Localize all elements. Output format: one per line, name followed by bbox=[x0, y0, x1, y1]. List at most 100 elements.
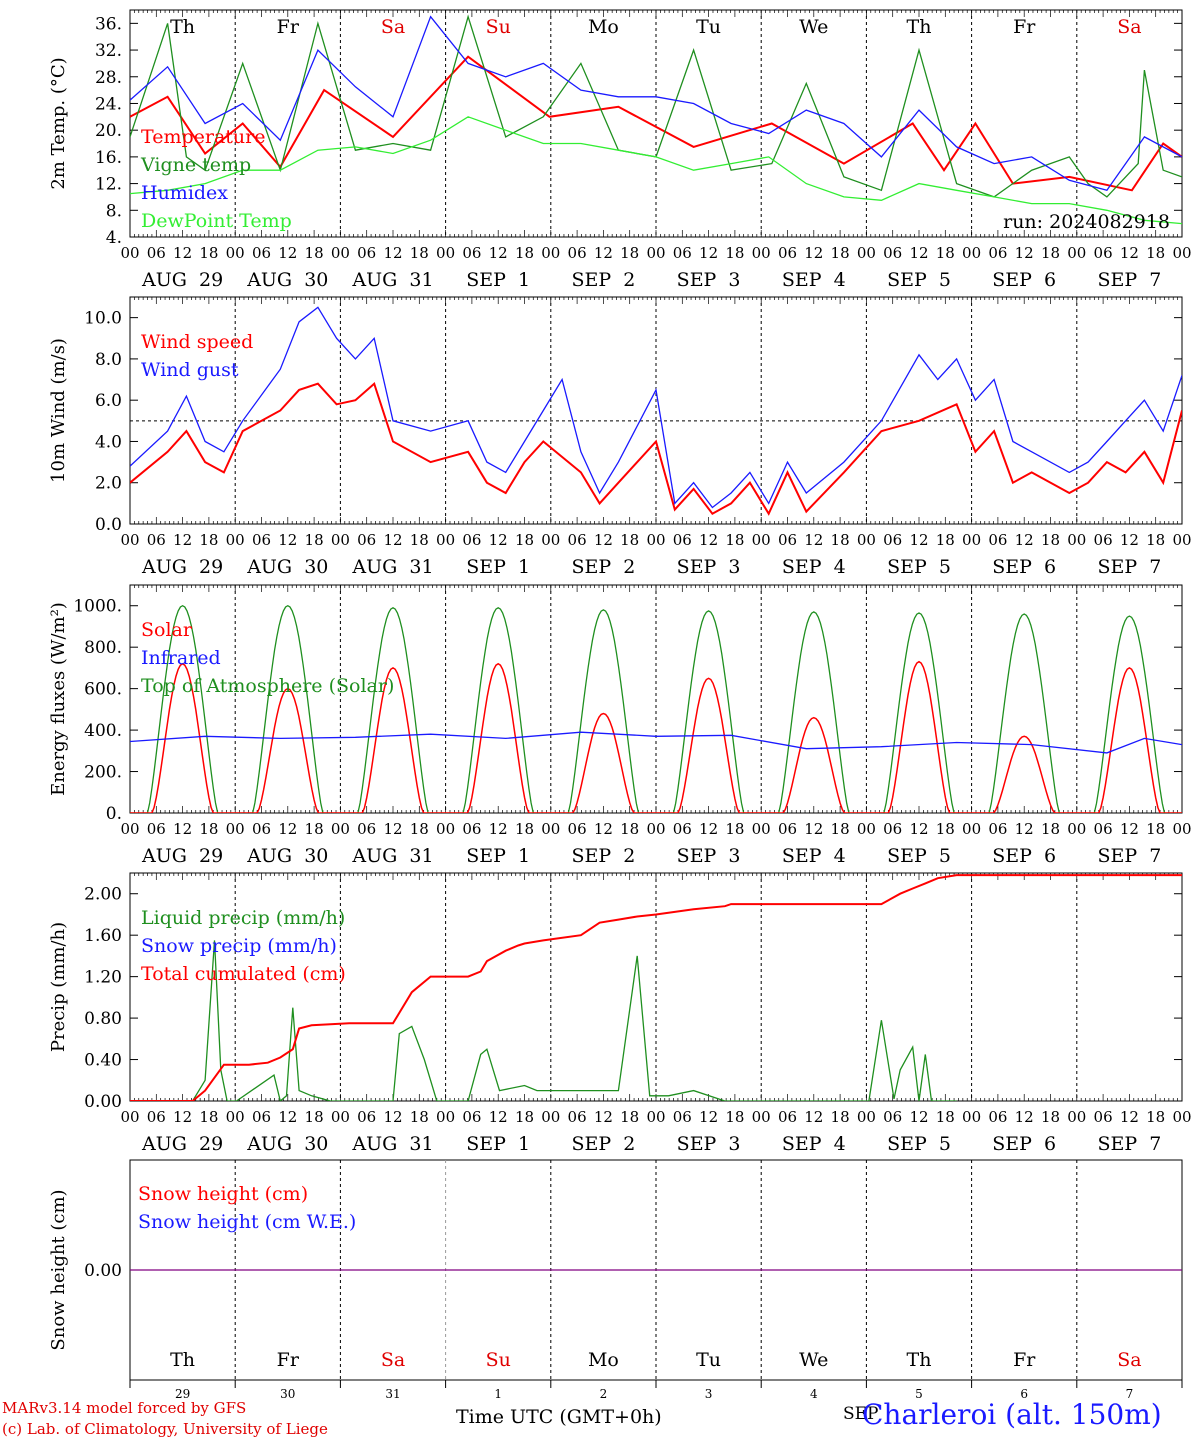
hour-tick-label: 00 bbox=[226, 820, 245, 838]
hour-tick-label: 18 bbox=[725, 1108, 744, 1126]
hour-tick-label: 00 bbox=[226, 244, 245, 262]
y-tick-label: 6.0 bbox=[95, 391, 122, 411]
hour-tick-label: 06 bbox=[462, 244, 481, 262]
y-tick-label: 600. bbox=[84, 680, 122, 700]
day-of-week-label: Fr bbox=[277, 1349, 300, 1371]
legend-entry: Top of Atmosphere (Solar) bbox=[141, 675, 394, 697]
hour-tick-label: 06 bbox=[357, 531, 376, 549]
hour-tick-label: 06 bbox=[568, 1108, 587, 1126]
hour-tick-label: 06 bbox=[252, 531, 271, 549]
date-label: AUG 29 bbox=[141, 845, 223, 867]
y-tick-label: 12. bbox=[95, 175, 122, 195]
hour-tick-label: 12 bbox=[383, 531, 402, 549]
y-tick-label: 0.0 bbox=[95, 515, 122, 535]
hour-tick-label: 12 bbox=[383, 820, 402, 838]
hour-tick-label: 00 bbox=[1172, 820, 1191, 838]
y-tick-label: 8. bbox=[106, 201, 122, 221]
date-label: AUG 30 bbox=[246, 845, 328, 867]
y-tick-label: 28. bbox=[95, 68, 122, 88]
date-label: AUG 29 bbox=[141, 556, 223, 578]
hour-tick-label: 00 bbox=[857, 531, 876, 549]
series-dewpoint-temp bbox=[130, 116, 1182, 225]
series-wind-speed bbox=[130, 381, 1182, 516]
hour-tick-label: 18 bbox=[305, 1108, 324, 1126]
hour-tick-label: 18 bbox=[410, 531, 429, 549]
hour-tick-label: 18 bbox=[831, 531, 850, 549]
toa-solar-line bbox=[130, 604, 1182, 813]
legend-entry: Snow height (cm W.E.) bbox=[138, 1211, 356, 1233]
y-tick-label: 16. bbox=[95, 148, 122, 168]
hour-tick-label: 06 bbox=[357, 820, 376, 838]
date-label: SEP 2 bbox=[571, 556, 635, 578]
hour-tick-label: 06 bbox=[1094, 531, 1113, 549]
day-of-week-label: We bbox=[799, 1349, 828, 1371]
hour-tick-label: 12 bbox=[804, 244, 823, 262]
hour-tick-label: 12 bbox=[1015, 244, 1034, 262]
y-tick-label: 24. bbox=[95, 94, 122, 114]
hour-tick-label: 18 bbox=[199, 1108, 218, 1126]
hour-tick-label: 18 bbox=[831, 244, 850, 262]
hour-tick-label: 06 bbox=[778, 244, 797, 262]
date-label: AUG 30 bbox=[246, 1133, 328, 1155]
hour-tick-label: 00 bbox=[1067, 244, 1086, 262]
date-label: SEP 1 bbox=[466, 1133, 530, 1155]
hour-tick-label: 18 bbox=[936, 531, 955, 549]
hour-tick-label: 00 bbox=[226, 531, 245, 549]
hour-tick-label: 18 bbox=[305, 244, 324, 262]
hour-tick-label: 00 bbox=[436, 244, 455, 262]
hour-tick-label: 00 bbox=[436, 1108, 455, 1126]
day-of-week-label: Su bbox=[486, 16, 511, 38]
hour-tick-label: 06 bbox=[568, 531, 587, 549]
date-label: SEP 1 bbox=[466, 269, 530, 291]
hour-tick-label: 18 bbox=[1041, 1108, 1060, 1126]
hour-tick-label: 06 bbox=[883, 531, 902, 549]
legend-entry: Wind speed bbox=[141, 331, 253, 353]
y-tick-label: 1.20 bbox=[84, 968, 122, 988]
hour-tick-label: 06 bbox=[147, 244, 166, 262]
hour-tick-label: 12 bbox=[383, 244, 402, 262]
date-label: SEP 7 bbox=[1097, 556, 1161, 578]
panel-2: 0.0 2.0 4.0 6.0 8.0 10.0 10m Wind (m/s) Wind sp… bbox=[48, 296, 1192, 578]
hour-tick-label: 12 bbox=[173, 531, 192, 549]
date-label: AUG 30 bbox=[246, 269, 328, 291]
date-label: SEP 5 bbox=[887, 845, 951, 867]
hour-tick-label: 00 bbox=[857, 820, 876, 838]
hour-tick-label: 06 bbox=[252, 1108, 271, 1126]
station-title: Charleroi (alt. 150m) bbox=[862, 1398, 1162, 1431]
hour-tick-label: 00 bbox=[541, 820, 560, 838]
series-group bbox=[130, 14, 1182, 225]
legend-entry: Solar bbox=[141, 619, 193, 641]
hour-tick-label: 18 bbox=[1146, 820, 1165, 838]
hour-tick-label: 06 bbox=[988, 244, 1007, 262]
date-label: AUG 31 bbox=[351, 845, 433, 867]
series-wind-gust bbox=[130, 306, 1182, 509]
series-temperature bbox=[130, 55, 1182, 192]
hour-tick-label: 12 bbox=[594, 1108, 613, 1126]
hour-tick-label: 18 bbox=[1041, 244, 1060, 262]
hour-tick-label: 00 bbox=[646, 244, 665, 262]
hour-tick-label: 12 bbox=[489, 244, 508, 262]
legend-entry: Vigne temp bbox=[140, 154, 251, 176]
hour-tick-label: 12 bbox=[278, 244, 297, 262]
hour-tick-label: 00 bbox=[331, 244, 350, 262]
hour-tick-label: 18 bbox=[725, 244, 744, 262]
day-of-week-label: Th bbox=[907, 1349, 932, 1371]
hour-tick-label: 06 bbox=[988, 1108, 1007, 1126]
hour-tick-label: 00 bbox=[962, 820, 981, 838]
hour-tick-label: 12 bbox=[489, 531, 508, 549]
hour-tick-label: 12 bbox=[909, 531, 928, 549]
hour-tick-label: 12 bbox=[489, 1108, 508, 1126]
day-of-week-label: Fr bbox=[277, 16, 300, 38]
day-number-label: 4 bbox=[810, 1387, 818, 1401]
y-tick-label: 0.00 bbox=[84, 1092, 122, 1112]
day-of-week-label: Fr bbox=[1013, 1349, 1036, 1371]
day-of-week-label: Su bbox=[486, 1349, 511, 1371]
hour-tick-label: 00 bbox=[646, 1108, 665, 1126]
day-of-week-label: Sa bbox=[381, 16, 405, 38]
day-of-week-label: Fr bbox=[1013, 16, 1036, 38]
day-of-week-label: Mo bbox=[588, 16, 619, 38]
hour-tick-label: 00 bbox=[646, 531, 665, 549]
hour-tick-label: 12 bbox=[1120, 1108, 1139, 1126]
day-of-week-label: Th bbox=[907, 16, 932, 38]
hour-tick-label: 00 bbox=[120, 820, 139, 838]
